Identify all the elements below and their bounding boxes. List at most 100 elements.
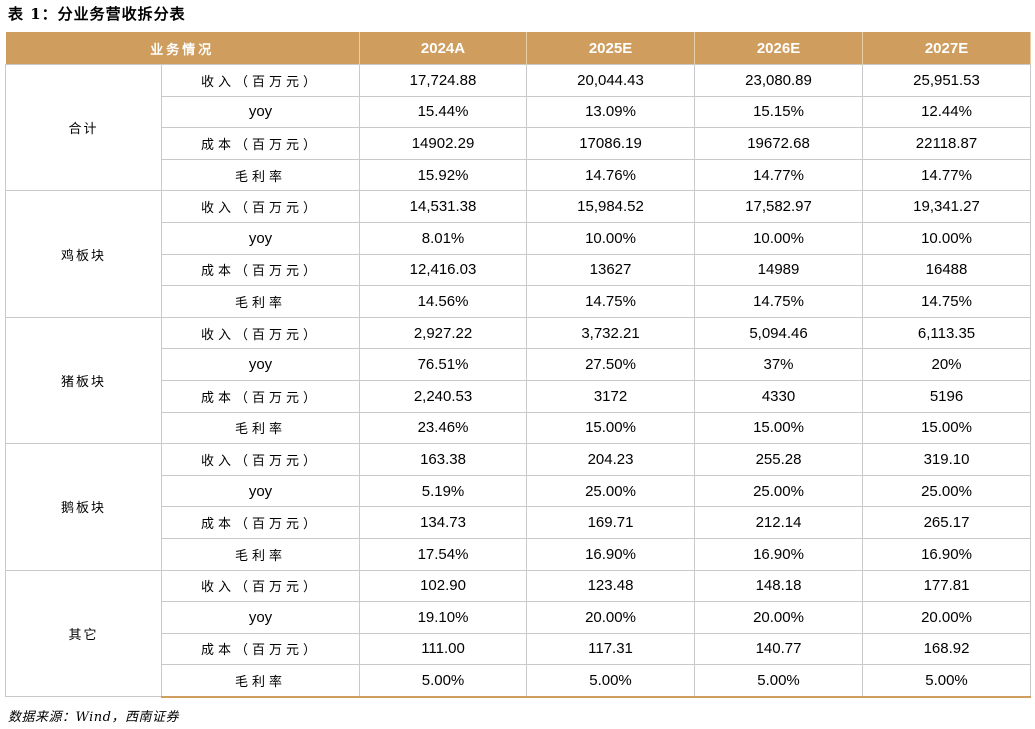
- value-cell: 25.00%: [526, 474, 696, 508]
- value-cell: 2,240.53: [359, 379, 528, 413]
- value-cell: 37%: [694, 348, 864, 381]
- value-cell: 5.19%: [359, 474, 528, 508]
- value-cell: 3172: [526, 379, 696, 413]
- value-cell: 5196: [862, 379, 1032, 413]
- table-row: yoy 19.10% 20.00% 20.00% 20.00%: [6, 601, 1032, 634]
- value-cell: 20,044.43: [526, 64, 696, 97]
- value-cell: 14.75%: [862, 285, 1032, 318]
- value-cell: 19672.68: [694, 127, 864, 160]
- metric-label: 收入（百万元）: [160, 569, 361, 603]
- value-cell: 3,732.21: [526, 316, 696, 350]
- value-cell: 23,080.89: [694, 64, 864, 97]
- value-cell: 265.17: [862, 506, 1032, 539]
- table-title: 表 1：分业务营收拆分表: [8, 5, 186, 23]
- header-year: 2026E: [694, 32, 864, 65]
- value-cell: 27.50%: [526, 348, 696, 381]
- metric-label: yoy: [160, 95, 361, 129]
- metric-label: 毛利率: [160, 664, 361, 698]
- metric-label: yoy: [160, 348, 361, 381]
- table-row: yoy 15.44% 13.09% 15.15% 12.44%: [6, 95, 1032, 129]
- value-cell: 111.00: [359, 632, 528, 666]
- value-cell: 117.31: [526, 632, 696, 666]
- table-row: 成本（百万元） 12,416.03 13627 14989 16488: [6, 253, 1032, 287]
- value-cell: 177.81: [862, 569, 1032, 603]
- value-cell: 20%: [862, 348, 1032, 381]
- value-cell: 4330: [694, 379, 864, 413]
- value-cell: 102.90: [359, 569, 528, 603]
- value-cell: 10.00%: [526, 221, 696, 255]
- table-row: 鸡板块 收入（百万元） 14,531.38 15,984.52 17,582.97 19,…: [5, 190, 1032, 318]
- header-year: 2027E: [862, 32, 1032, 65]
- value-cell: 163.38: [359, 443, 528, 476]
- value-cell: 212.14: [694, 506, 864, 539]
- value-cell: 14.56%: [359, 285, 528, 318]
- segment-name: 鸡板块: [5, 190, 162, 318]
- metric-label: yoy: [160, 474, 361, 508]
- value-cell: 140.77: [694, 632, 864, 666]
- value-cell: 6,113.35: [862, 316, 1032, 350]
- value-cell: 15.44%: [359, 95, 528, 129]
- segment-name: 鹅板块: [5, 443, 162, 571]
- value-cell: 25.00%: [694, 474, 864, 508]
- value-cell: 15,984.52: [526, 190, 696, 223]
- value-cell: 17086.19: [526, 127, 696, 160]
- header-row: 业务情况 2024A 2025E 2026E 2027E: [5, 32, 1032, 65]
- value-cell: 16488: [862, 253, 1032, 287]
- value-cell: 25,951.53: [862, 64, 1032, 97]
- value-cell: 22118.87: [862, 127, 1032, 160]
- value-cell: 20.00%: [526, 601, 696, 634]
- table-row: yoy 8.01% 10.00% 10.00% 10.00%: [6, 221, 1032, 255]
- metric-label: yoy: [160, 601, 361, 634]
- table-body: 合计 收入（百万元） 17,724.88 20,044.43 23,080.89 25,9…: [5, 63, 1032, 698]
- table-row: 毛利率 5.00% 5.00% 5.00% 5.00%: [6, 664, 1032, 698]
- value-cell: 168.92: [862, 632, 1032, 666]
- header-year: 2025E: [526, 32, 696, 65]
- value-cell: 14.75%: [694, 285, 864, 318]
- value-cell: 14.77%: [694, 158, 864, 192]
- value-cell: 15.00%: [862, 411, 1032, 445]
- metric-label: 收入（百万元）: [160, 316, 361, 350]
- value-cell: 14989: [694, 253, 864, 287]
- value-cell: 19,341.27: [862, 190, 1032, 223]
- metric-label: 收入（百万元）: [160, 190, 361, 223]
- value-cell: 5.00%: [862, 664, 1032, 698]
- segment-name: 其它: [5, 569, 162, 698]
- value-cell: 123.48: [526, 569, 696, 603]
- metric-label: 毛利率: [160, 411, 361, 445]
- metric-label: yoy: [160, 221, 361, 255]
- value-cell: 204.23: [526, 443, 696, 476]
- table-row: 毛利率 17.54% 16.90% 16.90% 16.90%: [6, 537, 1032, 571]
- metric-label: 成本（百万元）: [160, 127, 361, 160]
- metric-label: 收入（百万元）: [160, 443, 361, 476]
- value-cell: 5,094.46: [694, 316, 864, 350]
- value-cell: 10.00%: [862, 221, 1032, 255]
- table-row: 成本（百万元） 134.73 169.71 212.14 265.17: [6, 506, 1032, 539]
- value-cell: 16.90%: [694, 537, 864, 571]
- value-cell: 148.18: [694, 569, 864, 603]
- value-cell: 13.09%: [526, 95, 696, 129]
- value-cell: 5.00%: [526, 664, 696, 698]
- value-cell: 169.71: [526, 506, 696, 539]
- value-cell: 5.00%: [359, 664, 528, 698]
- value-cell: 15.00%: [694, 411, 864, 445]
- value-cell: 76.51%: [359, 348, 528, 381]
- value-cell: 14.76%: [526, 158, 696, 192]
- metric-label: 成本（百万元）: [160, 379, 361, 413]
- table-row: yoy 5.19% 25.00% 25.00% 25.00%: [6, 474, 1032, 508]
- value-cell: 134.73: [359, 506, 528, 539]
- table-row: 其它 收入（百万元） 102.90 123.48 148.18 177.81: [5, 569, 1032, 698]
- value-cell: 255.28: [694, 443, 864, 476]
- value-cell: 23.46%: [359, 411, 528, 445]
- value-cell: 25.00%: [862, 474, 1032, 508]
- metric-label: 成本（百万元）: [160, 506, 361, 539]
- table-row: 毛利率 15.92% 14.76% 14.77% 14.77%: [6, 158, 1032, 192]
- table-row: 合计 收入（百万元） 17,724.88 20,044.43 23,080.89 25,9…: [5, 63, 1032, 192]
- metric-label: 成本（百万元）: [160, 632, 361, 666]
- value-cell: 20.00%: [862, 601, 1032, 634]
- metric-label: 毛利率: [160, 537, 361, 571]
- value-cell: 13627: [526, 253, 696, 287]
- value-cell: 20.00%: [694, 601, 864, 634]
- value-cell: 19.10%: [359, 601, 528, 634]
- value-cell: 8.01%: [359, 221, 528, 255]
- value-cell: 14.77%: [862, 158, 1032, 192]
